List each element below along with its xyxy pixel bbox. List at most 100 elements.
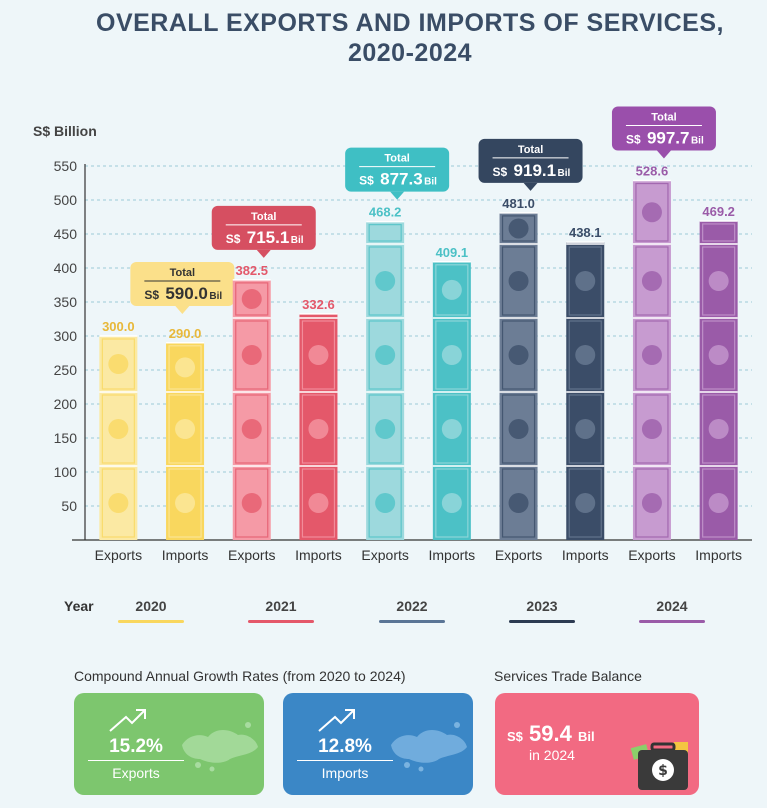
banknote-border	[635, 468, 669, 538]
total-callout	[130, 262, 235, 306]
banknote-border	[235, 394, 269, 464]
banknote-emblem	[641, 202, 662, 223]
total-unit: Bil	[558, 168, 571, 179]
total-prefix: S$	[626, 133, 641, 147]
banknote-emblem	[508, 419, 529, 439]
data-label: 290.0	[169, 326, 202, 341]
y-tick-label: 450	[54, 226, 78, 242]
divider	[297, 760, 393, 761]
banknote-emblem	[175, 357, 196, 378]
banknote-border	[368, 246, 402, 316]
total-callout	[478, 138, 583, 183]
cagr-title: Compound Annual Growth Rates (from 2020 …	[74, 668, 406, 684]
banknote-emblem	[241, 345, 262, 365]
y-axis-label: S$ Billion	[33, 123, 97, 139]
banknote-border	[235, 320, 269, 390]
callout-pointer	[175, 306, 190, 314]
banknote-border	[501, 215, 536, 242]
data-label: 332.6	[302, 297, 335, 312]
x-tick-label: Exports	[495, 547, 542, 563]
banknote-emblem	[241, 288, 262, 309]
total-value: 715.1	[247, 228, 290, 247]
banknote-border	[501, 320, 536, 390]
cagr-imports-card: 12.8% Imports	[283, 693, 473, 795]
total-value: 877.3	[380, 170, 423, 189]
data-label: 382.5	[235, 263, 268, 278]
bar-2024-imports	[699, 220, 738, 540]
legend-item-label: 2022	[396, 598, 428, 614]
cagr-imports-label: Imports	[321, 765, 369, 781]
data-label: 528.6	[636, 164, 669, 179]
divider	[88, 760, 184, 761]
svg-text:$: $	[658, 763, 668, 779]
total-value: 997.7	[647, 129, 690, 148]
total-callout	[211, 205, 316, 250]
growth-arrow-icon	[318, 709, 355, 732]
total-callout	[611, 106, 716, 151]
banknote-border	[101, 338, 135, 390]
banknote-emblem	[575, 345, 596, 365]
banknote-emblem	[175, 419, 196, 439]
total-unit: Bil	[691, 136, 704, 147]
banknote-emblem	[708, 419, 729, 439]
callout-pointer	[523, 182, 538, 191]
total-prefix: S$	[226, 232, 241, 246]
total-unit: Bil	[209, 291, 222, 302]
banknote-emblem	[308, 419, 329, 439]
banknote-border	[702, 223, 736, 242]
banknote-border	[301, 468, 336, 538]
total-unit: Bil	[424, 177, 437, 188]
x-tick-label: Imports	[562, 547, 609, 563]
banknote-border	[702, 246, 736, 316]
legend-item-label: 2020	[135, 598, 167, 614]
legend-item-2024: 2024	[639, 598, 705, 623]
cagr-exports-value: 15.2%	[109, 736, 163, 757]
legend-swatch	[509, 620, 575, 623]
total-prefix: S$	[493, 165, 508, 179]
banknote-border	[501, 246, 536, 316]
total-word: Total	[251, 211, 276, 223]
banknote-emblem	[108, 419, 129, 439]
data-label: 469.2	[702, 204, 735, 219]
cagr-exports-label: Exports	[112, 765, 160, 781]
total-word: Total	[518, 144, 543, 156]
data-label: 468.2	[369, 205, 402, 220]
banknote-border	[301, 394, 336, 464]
bar-2022-exports	[366, 221, 405, 540]
bar-2023-exports	[499, 212, 538, 541]
year-legend: Year 2020 2021 2022 2023 2024	[0, 594, 767, 634]
banknote-emblem	[175, 493, 196, 513]
y-tick-label: 150	[54, 430, 78, 446]
callout-pointer	[656, 150, 671, 159]
x-tick-label: Imports	[295, 547, 342, 563]
callout-pointer	[390, 191, 405, 200]
total-value: 919.1	[514, 161, 557, 180]
legend-swatch	[118, 620, 184, 623]
y-tick-label: 300	[54, 328, 78, 344]
banknote-emblem	[708, 271, 729, 291]
trade-balance-number: 59.4	[529, 721, 572, 746]
banknote-emblem	[308, 493, 329, 513]
legend-swatch	[379, 620, 445, 623]
x-tick-label: Exports	[228, 547, 275, 563]
banknote-border	[501, 468, 536, 538]
total-callout	[345, 147, 450, 192]
x-tick-label: Imports	[162, 547, 209, 563]
trade-balance-prefix: S$	[507, 729, 523, 744]
banknote-emblem	[641, 419, 662, 439]
legend-item-2023: 2023	[509, 598, 575, 623]
banknote-emblem	[441, 345, 462, 365]
bar-chart: S$ Billion 50 100 150 200 250 300 350 400 450 500 5…	[33, 106, 752, 563]
total-word: Total	[651, 112, 676, 124]
banknote-emblem	[641, 271, 662, 291]
x-tick-label: Exports	[361, 547, 408, 563]
banknote-border	[368, 468, 402, 538]
total-prefix: S$	[144, 288, 159, 302]
y-tick-label: 50	[61, 498, 77, 514]
legend-item-2020: 2020	[118, 598, 184, 623]
total-unit: Bil	[291, 235, 304, 246]
trade-balance-value: S$ 59.4 Bil	[507, 721, 595, 747]
data-label: 481.0	[502, 196, 535, 211]
banknote-border	[435, 264, 469, 316]
x-tick-label: Exports	[95, 547, 142, 563]
